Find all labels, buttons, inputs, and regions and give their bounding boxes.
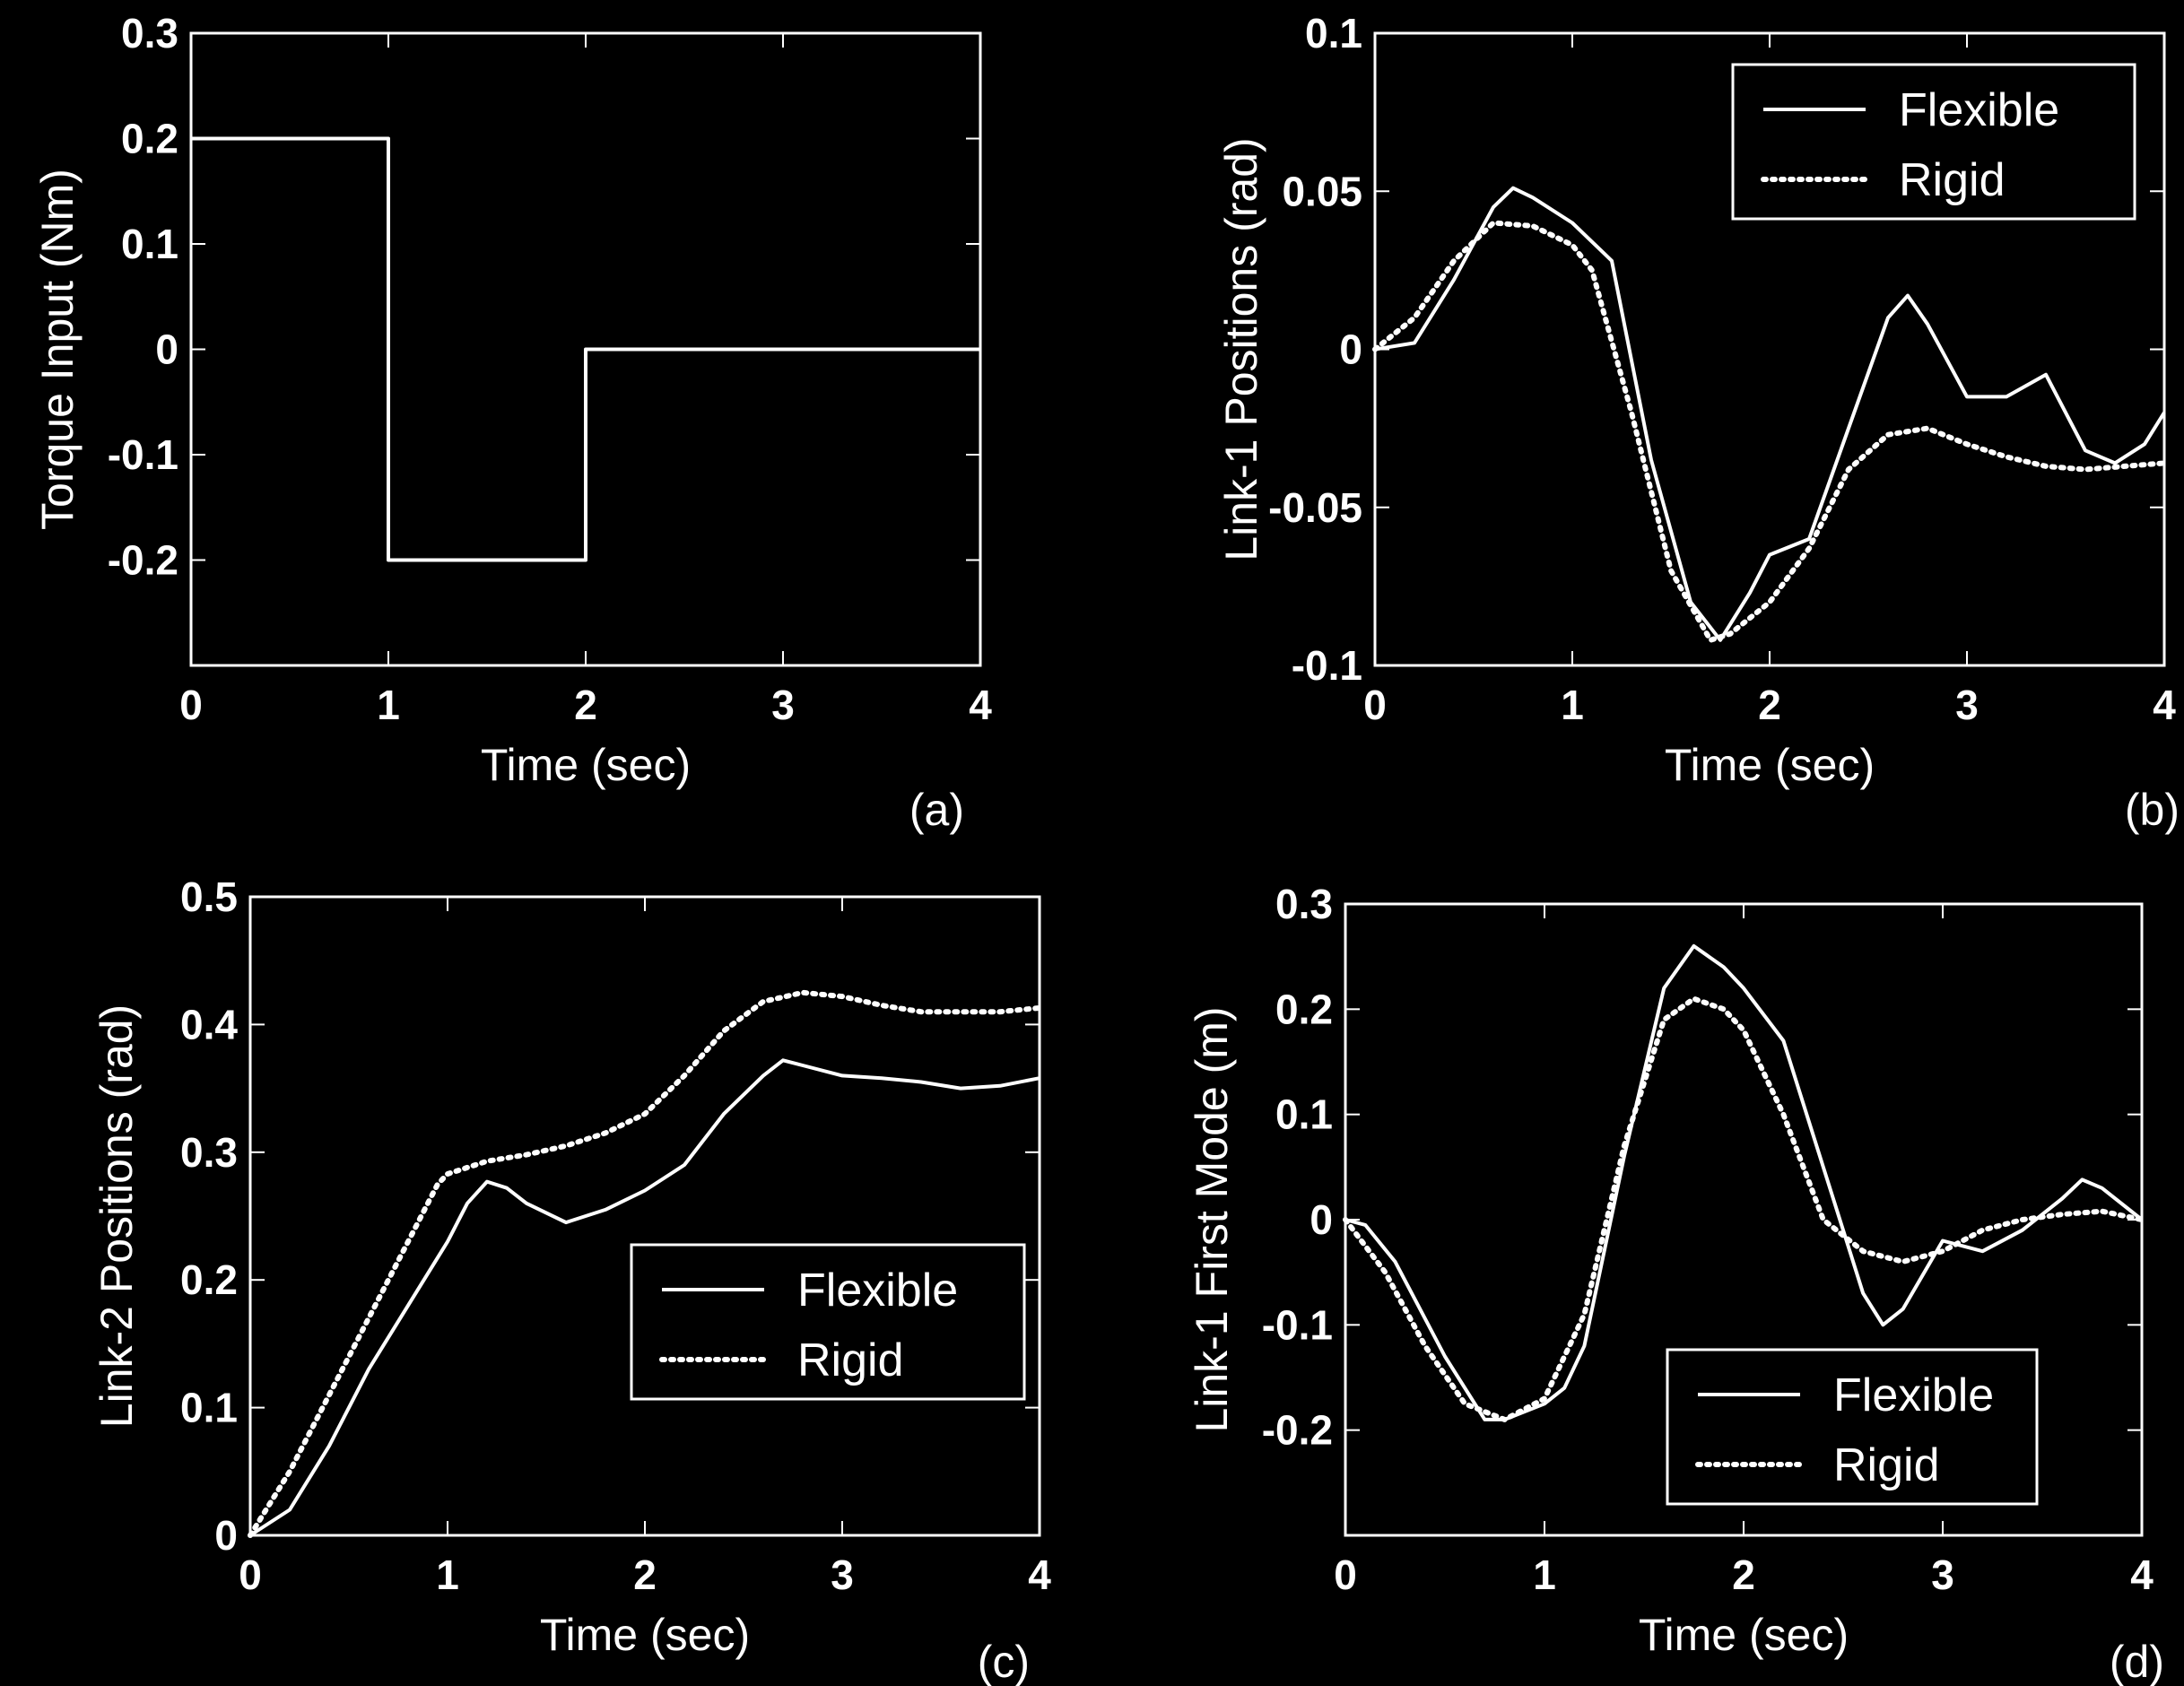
panel-b-ylabel: Link-1 Positions (rad) [1216, 137, 1266, 561]
panel-d-series-flexible [1344, 943, 2144, 1421]
panel-c-ytick-label: 0.4 [180, 1001, 238, 1047]
panel-d-xlabel: Time (sec) [1639, 1610, 1849, 1660]
panel-d-xtick-labels: 0 1 2 3 4 [1334, 1551, 2154, 1598]
panel-a-ytick-label: 0.3 [121, 10, 178, 56]
panel-b-tag: (b) [2125, 785, 2180, 835]
panel-d-xtick-label: 4 [2130, 1551, 2154, 1598]
panel-a-xtick-labels: 0 1 2 3 4 [179, 682, 992, 728]
panel-b-xtick-label: 1 [1561, 682, 1584, 728]
panel-c-series [248, 989, 1042, 1538]
panel-d-tag: (d) [2110, 1637, 2164, 1686]
panel-d-ytick-label: 0.3 [1275, 881, 1333, 927]
panel-d-ylabel: Link-1 First Mode (m) [1187, 1006, 1237, 1432]
panel-d-series-rigid [1343, 995, 2145, 1423]
panel-b-series [1372, 186, 2167, 644]
panel-b-xtick-label: 3 [1955, 682, 1979, 728]
panel-b-legend-rigid-label: Rigid [1899, 154, 2006, 206]
panel-c-xtick-label: 3 [831, 1551, 854, 1598]
panel-b-legend: Flexible Rigid [1731, 63, 2136, 221]
panel-d-series [1343, 943, 2145, 1423]
panel-a: 0.3 0.2 0.1 0 -0.1 -0.2 0 1 2 3 4 Time (sec) Torq… [32, 10, 992, 835]
panel-a-series-input [191, 136, 980, 562]
panel-c-ytick-label: 0 [214, 1512, 238, 1559]
panel-a-xlabel: Time (sec) [481, 740, 691, 790]
panel-b-xlabel: Time (sec) [1665, 740, 1875, 790]
panel-a-xtick-label: 1 [377, 682, 400, 728]
panel-d-ytick-label: 0 [1310, 1196, 1333, 1243]
panel-c-xtick-label: 2 [633, 1551, 657, 1598]
panel-a-xtick-label: 3 [771, 682, 795, 728]
panel-b: 0.1 0.05 0 -0.05 -0.1 0 1 2 3 4 Time (sec) Link-… [1216, 10, 2180, 835]
panel-b-ytick-label: 0.1 [1305, 10, 1362, 56]
panel-c-legend-rigid-label: Rigid [797, 1334, 904, 1386]
panel-d-xtick-label: 3 [1931, 1551, 1954, 1598]
panel-d-xtick-label: 1 [1533, 1551, 1556, 1598]
panel-b-legend-box [1731, 63, 2136, 221]
panel-a-ytick-label: 0.2 [121, 116, 178, 162]
panel-b-ytick-label: -0.1 [1292, 642, 1362, 689]
panel-d-ytick-label: 0.1 [1275, 1091, 1333, 1138]
panel-b-ytick-label: 0 [1339, 326, 1362, 373]
panel-c-legend: Flexible Rigid [630, 1243, 1026, 1401]
panel-a-xtick-label: 0 [179, 682, 203, 728]
panel-a-tag: (a) [909, 785, 964, 835]
panel-b-legend-flexible-label: Flexible [1899, 84, 2059, 136]
panel-a-series [191, 136, 980, 562]
panel-c-ytick-label: 0.5 [180, 873, 238, 920]
panel-a-ylabel: Torque Input (Nm) [32, 169, 83, 530]
panel-a-ytick-label: 0 [155, 326, 178, 373]
panel-a-ytick-labels: 0.3 0.2 0.1 0 -0.1 -0.2 [108, 10, 178, 584]
panel-c-legend-flexible-label: Flexible [797, 1264, 958, 1317]
panel-a-ytick-label: 0.1 [121, 221, 178, 267]
panel-d-xtick-label: 2 [1732, 1551, 1755, 1598]
panel-c-xlabel: Time (sec) [540, 1610, 750, 1660]
panel-b-ytick-label: -0.05 [1268, 484, 1362, 531]
panel-d-legend: Flexible Rigid [1666, 1348, 2039, 1506]
panel-d-legend-box [1666, 1348, 2039, 1506]
panel-c-xtick-label: 1 [436, 1551, 459, 1598]
panel-c-ytick-label: 0.1 [180, 1385, 238, 1431]
panel-d-legend-rigid-label: Rigid [1833, 1439, 1940, 1491]
panel-c-tag: (c) [978, 1637, 1030, 1686]
panel-c-xtick-labels: 0 1 2 3 4 [239, 1551, 1051, 1598]
panel-a-ytick-label: -0.2 [108, 537, 178, 584]
panel-b-xtick-label: 0 [1363, 682, 1387, 728]
panel-b-xtick-labels: 0 1 2 3 4 [1363, 682, 2176, 728]
panel-c-ytick-label: 0.2 [180, 1256, 238, 1303]
panel-b-series-flexible [1374, 186, 2166, 642]
panel-b-ytick-label: 0.05 [1282, 168, 1362, 214]
panel-c-legend-box [630, 1243, 1026, 1401]
panel-c: 0.5 0.4 0.3 0.2 0.1 0 0 1 2 3 4 Time (sec) Link-2… [91, 873, 1051, 1686]
panel-b-xtick-label: 4 [2153, 682, 2176, 728]
panel-c-xtick-label: 4 [1028, 1551, 1051, 1598]
panel-b-xtick-label: 2 [1758, 682, 1781, 728]
panel-c-series-rigid [248, 989, 1042, 1538]
panel-c-frame [248, 895, 1041, 1537]
panel-a-xtick-label: 4 [969, 682, 992, 728]
panel-c-ytick-labels: 0.5 0.4 0.3 0.2 0.1 0 [180, 873, 238, 1559]
panel-c-ytick-label: 0.3 [180, 1129, 238, 1176]
panel-c-series-flexible [248, 1058, 1040, 1537]
panel-d-xtick-label: 0 [1334, 1551, 1357, 1598]
panel-d-ytick-label: -0.2 [1262, 1407, 1333, 1454]
panel-c-ylabel: Link-2 Positions (rad) [91, 1004, 142, 1428]
panel-d-legend-flexible-label: Flexible [1833, 1369, 1994, 1421]
panel-d-ytick-label: -0.1 [1262, 1301, 1333, 1348]
panel-d: 0.3 0.2 0.1 0 -0.1 -0.2 0 1 2 3 4 Time (sec) Link… [1187, 881, 2164, 1686]
panel-b-ytick-labels: 0.1 0.05 0 -0.05 -0.1 [1268, 10, 1362, 689]
panel-d-ytick-labels: 0.3 0.2 0.1 0 -0.1 -0.2 [1262, 881, 1333, 1454]
panel-a-xtick-label: 2 [574, 682, 597, 728]
panel-b-series-rigid [1372, 220, 2167, 644]
panel-a-ytick-label: -0.1 [108, 431, 178, 478]
panel-c-xtick-label: 0 [239, 1551, 262, 1598]
panel-d-ytick-label: 0.2 [1275, 986, 1333, 1032]
